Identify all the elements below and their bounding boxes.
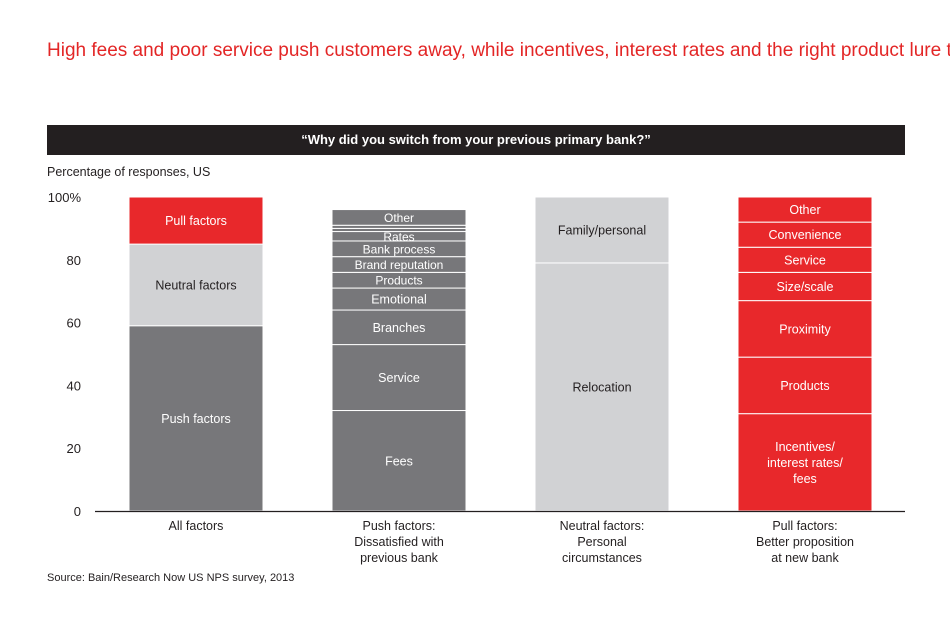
segment-label-proximity: Proximity — [779, 322, 831, 336]
segment-label-rates: Rates — [383, 230, 414, 244]
x-category-label: Neutral factors: — [560, 519, 645, 533]
bar-segment — [128, 243, 264, 327]
bar-segment — [331, 410, 467, 512]
chart-title: High fees and poor service push customer… — [47, 40, 950, 61]
segment-label-family-personal: Family/personal — [558, 223, 646, 237]
bar-segment — [737, 221, 873, 248]
bar-segment — [331, 209, 467, 226]
segment-label-bank-process: Bank process — [363, 242, 436, 256]
bar-segment — [737, 246, 873, 273]
segment-label-products: Products — [375, 274, 422, 288]
question-banner: “Why did you switch from your previous p… — [47, 125, 905, 155]
x-category-label: Dissatisfied with — [354, 535, 444, 549]
y-tick-label: 0 — [74, 504, 81, 519]
source-note: Source: Bain/Research Now US NPS survey,… — [47, 572, 295, 584]
y-tick-label: 60 — [67, 316, 81, 331]
x-category-label: All factors — [169, 519, 224, 533]
segment-label-products: Products — [780, 379, 829, 393]
segment-label-size-scale: Size/scale — [777, 280, 834, 294]
bar-segment — [737, 356, 873, 415]
segment-label-incentives: Incentives/ — [775, 440, 835, 454]
bar-segment — [128, 325, 264, 512]
segment-label-fees: Fees — [385, 454, 413, 468]
y-tick-label: 20 — [67, 441, 81, 456]
bar-segment — [128, 196, 264, 245]
segment-label-service: Service — [378, 371, 420, 385]
x-category-label: Push factors: — [363, 519, 436, 533]
segment-label-service: Service — [784, 253, 826, 267]
segment-label-convenience: Convenience — [769, 228, 842, 242]
segment-label-fees: fees — [793, 472, 817, 486]
segment-label-other: Other — [384, 211, 414, 225]
segment-label-push-factors: Push factors — [161, 412, 230, 426]
segment-label-interest-rates: interest rates/ — [767, 456, 843, 470]
x-category-label: circumstances — [562, 551, 642, 565]
segment-label-other: Other — [789, 203, 820, 217]
y-tick-label: 40 — [67, 378, 81, 393]
segment-label-branches: Branches — [373, 321, 426, 335]
segment-label-relocation: Relocation — [572, 380, 631, 394]
bar-segment — [331, 344, 467, 412]
x-category-label: previous bank — [360, 551, 439, 565]
x-category-label: Pull factors: — [772, 519, 837, 533]
bar-segment — [737, 271, 873, 302]
x-category-label: Better proposition — [756, 535, 854, 549]
segment-label-pull-factors: Pull factors — [165, 214, 227, 228]
segment-label-neutral-factors: Neutral factors — [155, 278, 236, 292]
bar-segment — [534, 196, 670, 264]
bar-segment — [534, 262, 670, 512]
y-tick-label: 100% — [48, 190, 82, 205]
x-category-label: at new bank — [771, 551, 839, 565]
y-tick-label: 80 — [67, 253, 81, 268]
bar-segment — [737, 196, 873, 223]
y-axis-label: Percentage of responses, US — [47, 165, 211, 179]
segment-label-brand-reputation: Brand reputation — [355, 258, 444, 272]
segment-label-emotional: Emotional — [371, 293, 427, 307]
x-category-label: Personal — [577, 535, 626, 549]
